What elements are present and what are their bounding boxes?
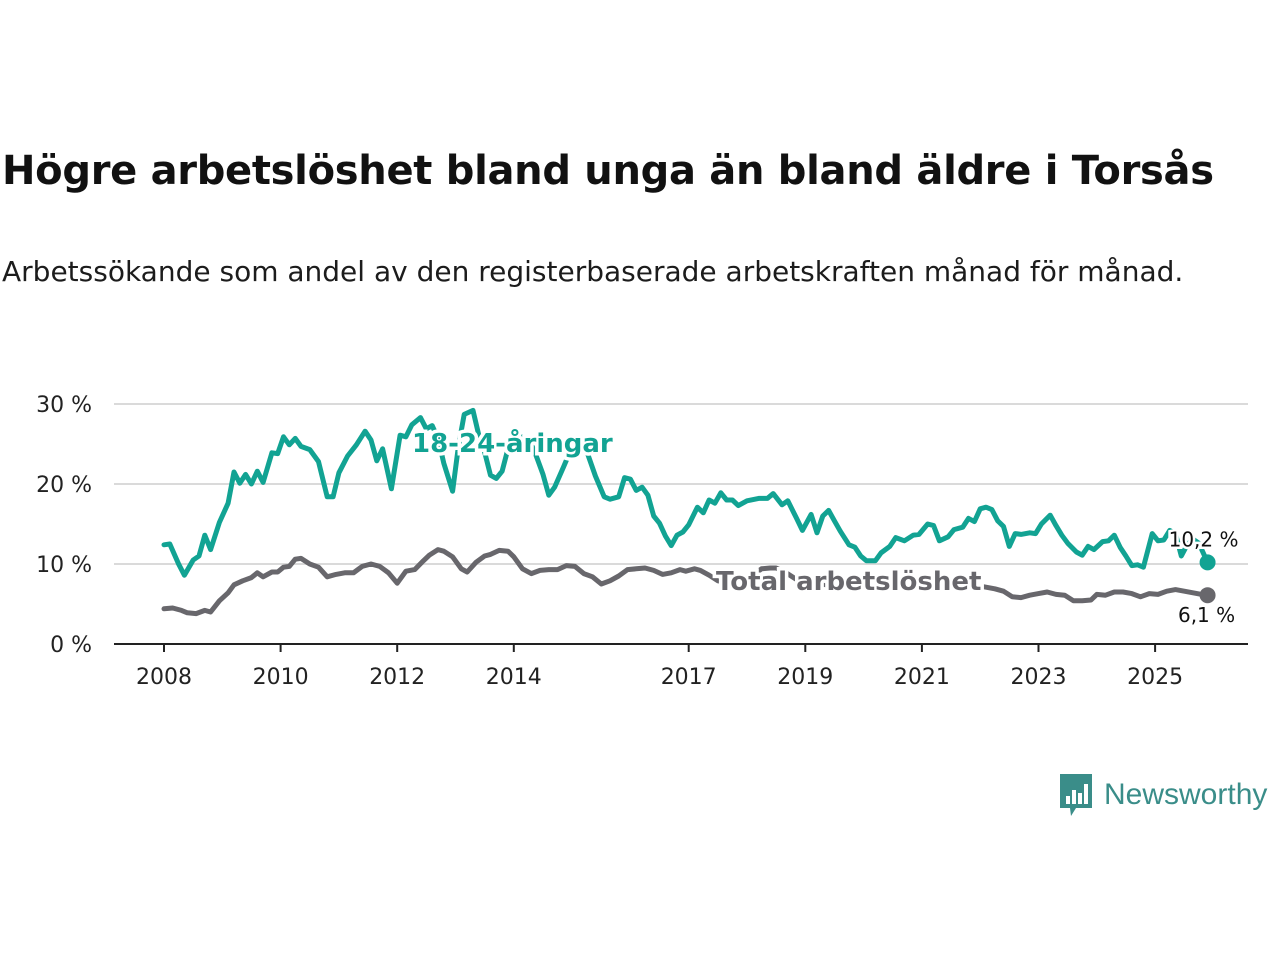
end-point-total xyxy=(1199,587,1216,604)
x-tick-label: 2008 xyxy=(136,665,192,690)
y-tick-label: 30 % xyxy=(36,393,92,418)
label-layer: 18-24-åringar Total arbetslöshet 10,2 % 6,1… xyxy=(409,424,1242,630)
series-line-youth xyxy=(161,407,1211,578)
axis-layer: 0 % 10 % 20 % 30 % 2008 2010 2012 2014 2017 2019 2… xyxy=(36,393,1248,690)
end-label-youth: 10,2 % xyxy=(1169,527,1239,551)
x-tick-label: 2021 xyxy=(894,665,950,690)
newsworthy-logo-icon xyxy=(1060,774,1092,816)
series-label-total: Total arbetslöshet xyxy=(716,567,981,597)
series-line-total xyxy=(161,547,1211,617)
series-layer xyxy=(161,407,1216,617)
chart-subtitle: Arbetssökande som andel av den registerb… xyxy=(2,255,1184,288)
brand-name: Newsworthy xyxy=(1104,778,1268,811)
y-tick-label: 10 % xyxy=(36,553,92,578)
x-tick-label: 2023 xyxy=(1011,665,1067,690)
line-chart: 0 % 10 % 20 % 30 % 2008 2010 2012 2014 2017 2019 2… xyxy=(36,393,1248,690)
x-tick-label: 2010 xyxy=(253,665,309,690)
x-tick-label: 2019 xyxy=(777,665,833,690)
y-tick-label: 20 % xyxy=(36,473,92,498)
x-tick-label: 2025 xyxy=(1127,665,1183,690)
x-tick-label: 2014 xyxy=(486,665,542,690)
end-point-youth xyxy=(1199,554,1216,571)
series-label-youth: 18-24-åringar xyxy=(412,427,613,459)
end-label-total: 6,1 % xyxy=(1178,603,1235,627)
grid-layer xyxy=(114,403,1248,565)
chart-title: Högre arbetslöshet bland unga än bland ä… xyxy=(2,148,1214,194)
y-tick-label: 0 % xyxy=(50,633,92,658)
brand-logo: Newsworthy xyxy=(1058,772,1267,818)
x-tick-label: 2017 xyxy=(661,665,717,690)
x-tick-label: 2012 xyxy=(369,665,425,690)
